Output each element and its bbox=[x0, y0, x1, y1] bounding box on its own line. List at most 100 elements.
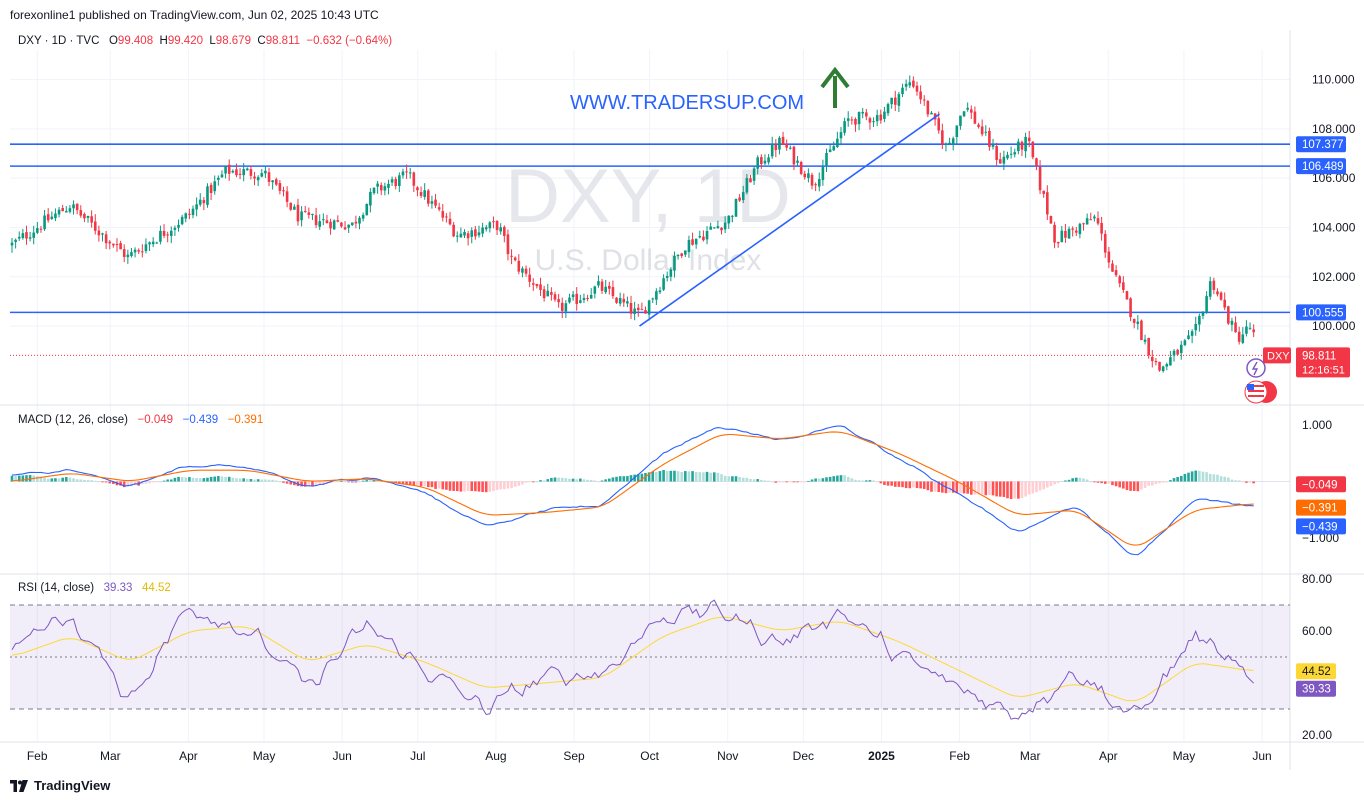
candle bbox=[843, 117, 846, 136]
candle bbox=[282, 186, 285, 197]
candle bbox=[1223, 292, 1226, 311]
macd-bar bbox=[883, 481, 886, 485]
rsi-name: RSI (14, close) bbox=[18, 582, 95, 594]
macd-bar bbox=[10, 475, 14, 482]
macd-bar bbox=[492, 481, 495, 492]
macd-bar bbox=[680, 472, 683, 482]
macd-bar bbox=[600, 480, 604, 482]
candle bbox=[126, 249, 130, 264]
macd-bar bbox=[582, 479, 586, 482]
macd-bar bbox=[322, 481, 325, 485]
macd-bar bbox=[720, 474, 723, 482]
macd-bar bbox=[741, 477, 745, 482]
macd-bar bbox=[756, 479, 760, 482]
macd-bar bbox=[611, 477, 615, 482]
candle bbox=[629, 295, 633, 319]
candle bbox=[854, 117, 857, 132]
candle bbox=[184, 212, 188, 223]
macd-bar bbox=[1205, 472, 1208, 482]
candle bbox=[546, 283, 550, 297]
candle bbox=[260, 168, 264, 178]
candle bbox=[1151, 349, 1154, 368]
macd-bar bbox=[213, 476, 217, 482]
macd-bar bbox=[998, 481, 1002, 497]
candle bbox=[644, 306, 647, 314]
candle bbox=[691, 232, 694, 246]
candle bbox=[998, 152, 1002, 164]
lightning-icon[interactable] bbox=[1246, 358, 1266, 378]
macd-bar bbox=[1132, 481, 1136, 491]
macd-bar bbox=[112, 481, 115, 485]
macd-bar bbox=[861, 480, 864, 482]
signal-value: −0.391 bbox=[227, 414, 264, 426]
macd-bar bbox=[104, 481, 108, 483]
macd-bar bbox=[658, 471, 662, 482]
candle bbox=[343, 221, 347, 231]
candle bbox=[521, 266, 524, 278]
macd-bar bbox=[1035, 481, 1038, 493]
macd-bar bbox=[1114, 481, 1118, 487]
us-flag-icon[interactable] bbox=[1244, 380, 1277, 404]
candle bbox=[191, 205, 195, 219]
candle bbox=[256, 175, 260, 187]
candle bbox=[390, 176, 394, 187]
macd-bar bbox=[282, 481, 285, 483]
candle bbox=[300, 206, 303, 227]
brand-name: TradingView bbox=[34, 778, 111, 793]
candle bbox=[119, 240, 122, 250]
macd-bar bbox=[571, 478, 575, 482]
candle bbox=[687, 235, 691, 258]
macd-bar bbox=[1172, 478, 1176, 482]
candle bbox=[1122, 276, 1125, 293]
macd-bar bbox=[919, 481, 922, 489]
macd-tick-label: 1.000 bbox=[1302, 418, 1332, 432]
macd-bar bbox=[307, 481, 311, 487]
candle bbox=[861, 107, 864, 119]
candle bbox=[948, 137, 951, 146]
macd-bar bbox=[101, 481, 104, 483]
macd-bar bbox=[14, 475, 17, 482]
candle bbox=[274, 177, 278, 187]
macd-bar bbox=[546, 479, 550, 482]
candle bbox=[1129, 297, 1132, 322]
candle bbox=[1107, 246, 1111, 269]
candle bbox=[600, 278, 604, 294]
candle bbox=[151, 237, 155, 248]
candle bbox=[1252, 324, 1255, 338]
candle bbox=[50, 211, 54, 220]
macd-bar bbox=[1147, 481, 1150, 486]
candle bbox=[401, 168, 405, 179]
candle bbox=[1064, 223, 1067, 243]
candle bbox=[1009, 146, 1013, 159]
candle bbox=[488, 221, 492, 233]
macd-bar bbox=[1093, 481, 1096, 483]
candle bbox=[173, 225, 177, 236]
macd-bar bbox=[930, 481, 933, 492]
candle bbox=[311, 213, 314, 221]
candle bbox=[846, 111, 850, 127]
time-tick-label: Feb bbox=[949, 749, 970, 763]
symbol-name: DXY · 1D · TVC bbox=[18, 35, 100, 47]
macd-bar bbox=[303, 481, 307, 487]
macd-bar bbox=[278, 481, 282, 483]
candle bbox=[358, 216, 361, 230]
candle bbox=[46, 208, 50, 223]
macd-bar bbox=[752, 479, 756, 482]
macd-bar bbox=[1100, 481, 1103, 484]
candle bbox=[14, 238, 17, 249]
candle bbox=[839, 126, 843, 146]
candle bbox=[550, 287, 553, 301]
candle bbox=[883, 106, 886, 123]
candle bbox=[875, 109, 879, 127]
macd-bar bbox=[54, 478, 57, 482]
last-price-tag: 98.811 bbox=[1302, 350, 1336, 362]
footer-brand[interactable]: TradingView bbox=[10, 778, 110, 793]
candle bbox=[166, 231, 169, 243]
candle bbox=[832, 141, 836, 151]
candle bbox=[984, 125, 988, 136]
macd-bar bbox=[1053, 481, 1056, 485]
candle bbox=[148, 241, 151, 251]
candle bbox=[303, 205, 307, 213]
macd-bar bbox=[640, 473, 644, 482]
